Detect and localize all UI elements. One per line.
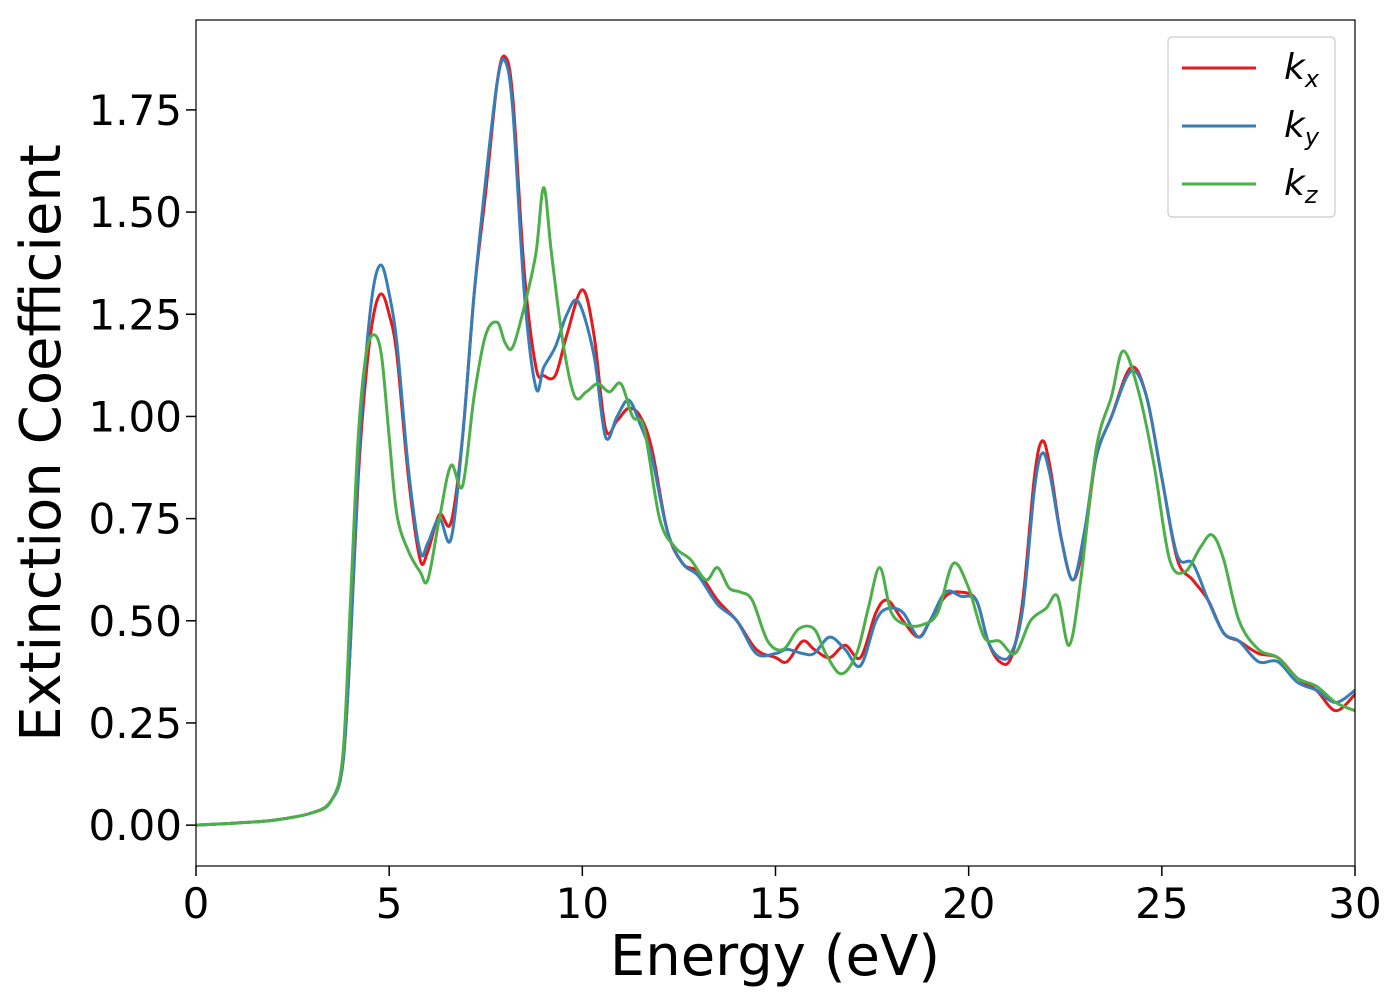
- x-tick-label: 15: [749, 879, 802, 928]
- legend-label-x: kx: [1284, 47, 1320, 93]
- y-axis-label: Extinction Coefficient: [9, 144, 74, 742]
- legend: kx ky kz: [1167, 36, 1336, 218]
- x-tick-label: 5: [376, 879, 403, 928]
- y-tick-label: 1.50: [88, 188, 182, 237]
- x-axis: 0 5 10 15 20 25 30: [183, 866, 1382, 928]
- x-tick-label: 0: [183, 879, 210, 928]
- y-axis: 0.00 0.25 0.50 0.75 1.00 1.25 1.50 1.75: [88, 86, 196, 850]
- y-tick-label: 0.75: [88, 495, 182, 544]
- x-tick-label: 20: [942, 879, 995, 928]
- y-tick-label: 1.75: [88, 86, 182, 135]
- series-line-y: [196, 57, 1355, 827]
- x-tick-label: 25: [1135, 879, 1188, 928]
- legend-label-y: ky: [1284, 105, 1320, 151]
- y-tick-label: 1.00: [88, 392, 182, 441]
- legend-label-z: kz: [1284, 163, 1319, 209]
- x-tick-label: 30: [1328, 879, 1381, 928]
- y-tick-label: 0.50: [88, 597, 182, 646]
- x-axis-label: Energy (eV): [610, 924, 940, 989]
- x-tick-label: 10: [556, 879, 609, 928]
- y-tick-label: 0.25: [88, 699, 182, 748]
- series-layer: [196, 54, 1355, 827]
- series-line-z: [196, 186, 1355, 827]
- y-tick-label: 0.00: [88, 801, 182, 850]
- y-tick-label: 1.25: [88, 290, 182, 339]
